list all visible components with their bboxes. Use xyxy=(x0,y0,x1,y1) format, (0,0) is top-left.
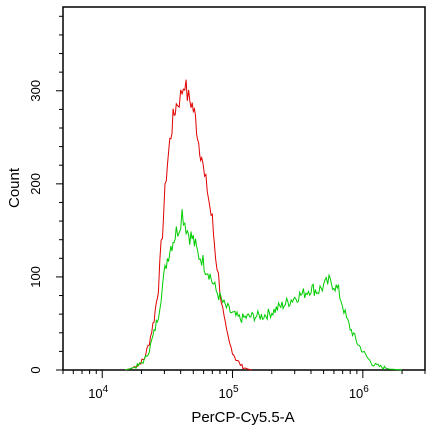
x-tick-label: 105 xyxy=(219,384,239,401)
histogram-series-2 xyxy=(125,209,403,371)
x-axis-title: PerCP-Cy5.5-A xyxy=(191,409,294,426)
series-layer xyxy=(125,79,403,371)
y-tick-label: 200 xyxy=(28,173,43,195)
y-axis-ticks: 0 100 200 300 xyxy=(28,15,63,374)
y-axis-title: Count xyxy=(6,167,23,208)
x-tick-exponent: 4 xyxy=(103,384,109,395)
x-tick-base: 10 xyxy=(88,386,102,401)
plot-frame xyxy=(62,6,426,371)
x-tick-exponent: 6 xyxy=(363,384,369,395)
y-tick-label: 100 xyxy=(28,266,43,288)
y-tick-label: 300 xyxy=(28,80,43,102)
x-tick-base: 10 xyxy=(349,386,363,401)
x-tick-exponent: 5 xyxy=(233,384,239,395)
x-tick-label: 106 xyxy=(349,384,369,401)
x-tick-label: 104 xyxy=(88,384,108,401)
x-tick-base: 10 xyxy=(219,386,233,401)
x-axis-ticks: 104 105 106 xyxy=(62,370,426,401)
y-tick-label: 0 xyxy=(28,366,43,373)
histogram-series-1 xyxy=(125,79,252,371)
